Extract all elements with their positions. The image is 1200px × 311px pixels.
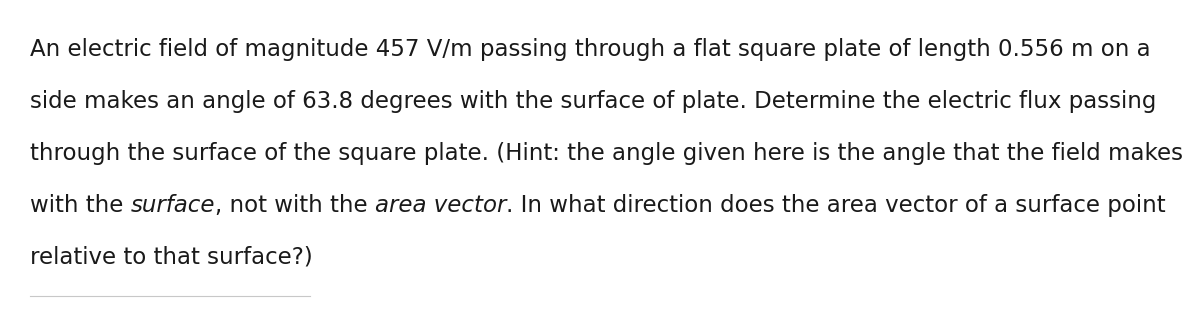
Text: . In what direction does the area vector of a surface point: . In what direction does the area vector… (506, 194, 1166, 217)
Text: side makes an angle of 63.8 degrees with the surface of plate. Determine the ele: side makes an angle of 63.8 degrees with… (30, 90, 1157, 113)
Text: An electric field of magnitude 457 V/m passing through a flat square plate of le: An electric field of magnitude 457 V/m p… (30, 38, 1151, 61)
Text: relative to that surface?): relative to that surface?) (30, 246, 313, 269)
Text: area vector: area vector (374, 194, 506, 217)
Text: surface: surface (131, 194, 215, 217)
Text: with the: with the (30, 194, 131, 217)
Text: through the surface of the square plate. (Hint: the angle given here is the angl: through the surface of the square plate.… (30, 142, 1183, 165)
Text: , not with the: , not with the (215, 194, 374, 217)
